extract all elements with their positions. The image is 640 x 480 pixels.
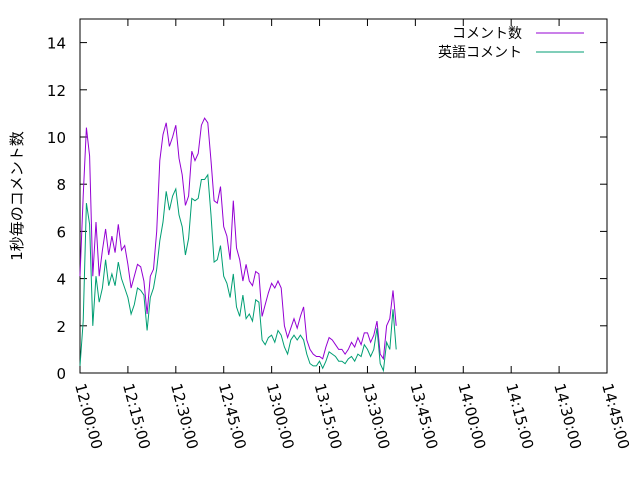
x-tick-label: 13:45:00 <box>406 381 441 451</box>
series-line-2 <box>79 173 397 373</box>
x-tick-label: 14:15:00 <box>502 381 537 451</box>
series-layer <box>79 117 397 373</box>
y-tick-label: 2 <box>56 318 66 336</box>
x-tick-label: 12:00:00 <box>71 381 106 451</box>
x-axis: 12:00:00 12:15:00 12:30:00 12:45:00 13:00:00… <box>71 19 633 451</box>
y-axis-label: 1秒毎のコメント数 <box>8 131 26 261</box>
y-tick-label: 12 <box>47 82 66 100</box>
x-tick-label: 13:00:00 <box>263 381 298 451</box>
x-tick-label: 14:00:00 <box>454 381 489 451</box>
x-tick-label: 12:15:00 <box>119 381 154 451</box>
x-tick-label: 13:15:00 <box>311 381 346 451</box>
x-tick-label: 12:30:00 <box>167 381 202 451</box>
y-tick-label: 10 <box>47 129 66 147</box>
y-tick-label: 8 <box>56 176 66 194</box>
y-axis: 0 2 4 6 8 10 12 14 <box>47 35 607 383</box>
y-tick-label: 0 <box>56 365 66 383</box>
x-tick-label: 12:45:00 <box>215 381 250 451</box>
legend-label-1: コメント数 <box>452 26 522 42</box>
y-tick-label: 4 <box>56 271 66 289</box>
series-line-1 <box>79 117 397 361</box>
y-tick-label: 14 <box>47 35 66 53</box>
legend-label-2: 英語コメント <box>438 44 522 61</box>
y-tick-label: 6 <box>56 223 66 241</box>
x-tick-label: 14:30:00 <box>550 381 585 451</box>
x-tick-label: 13:30:00 <box>359 381 394 451</box>
x-tick-label: 14:45:00 <box>598 381 633 451</box>
plot-frame <box>79 18 608 374</box>
